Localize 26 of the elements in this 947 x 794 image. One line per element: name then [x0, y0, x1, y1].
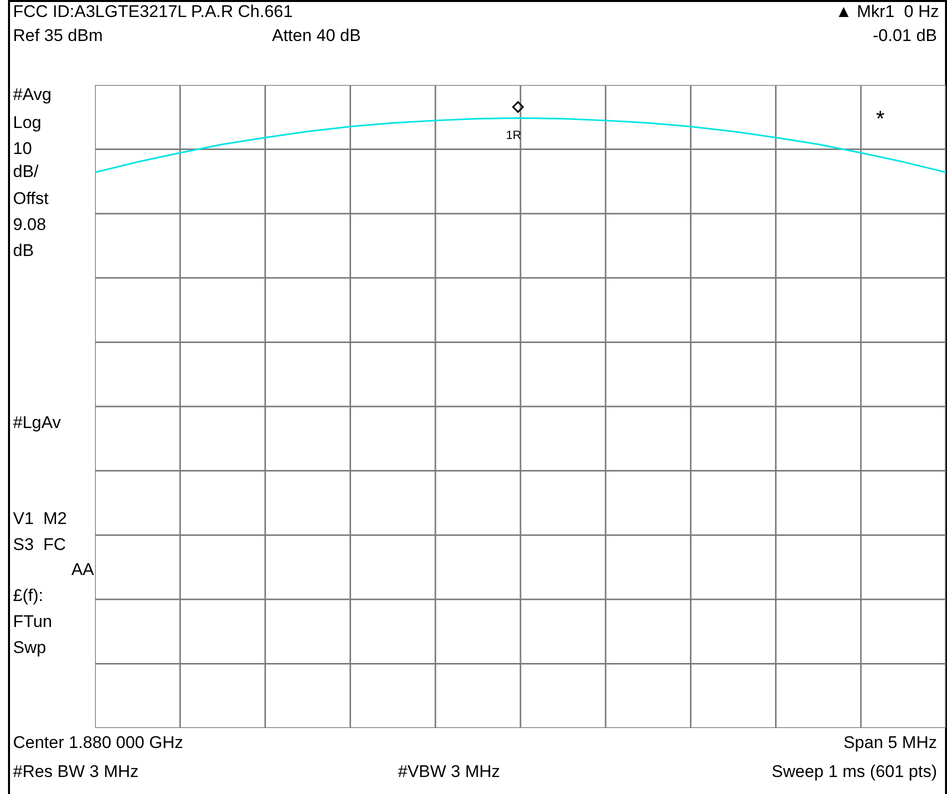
text: #Avg — [13, 85, 52, 104]
text: Ref 35 dBm — [13, 26, 103, 45]
text: AA — [71, 560, 94, 579]
text: FTun — [13, 612, 52, 631]
text: 9.08 — [13, 215, 46, 234]
text: Span 5 MHz — [843, 733, 937, 752]
text: #Res BW 3 MHz — [13, 762, 139, 781]
text: S3 FC — [13, 535, 66, 554]
text: £(f): — [13, 586, 44, 605]
text: #VBW 3 MHz — [398, 762, 500, 781]
text: Log — [13, 113, 42, 132]
text: #LgAv — [13, 413, 61, 432]
text: V1 M2 — [13, 509, 67, 528]
annotation: * — [876, 106, 885, 131]
text: -0.01 dB — [872, 26, 937, 45]
text: ▲ Mkr1 0 Hz — [835, 2, 939, 21]
annotation: 1R — [506, 127, 522, 144]
text: dB — [13, 241, 34, 260]
text: Offst — [13, 189, 49, 208]
text: Atten 40 dB — [272, 26, 361, 45]
text: 10 — [13, 139, 32, 158]
chart-title: FCC ID:A3LGTE3217L P.A.R Ch.661 — [13, 2, 293, 21]
text: Swp — [13, 638, 46, 657]
text: Sweep 1 ms (601 pts) — [772, 762, 937, 781]
text: Center 1.880 000 GHz — [13, 733, 184, 752]
text: dB/ — [13, 162, 39, 181]
